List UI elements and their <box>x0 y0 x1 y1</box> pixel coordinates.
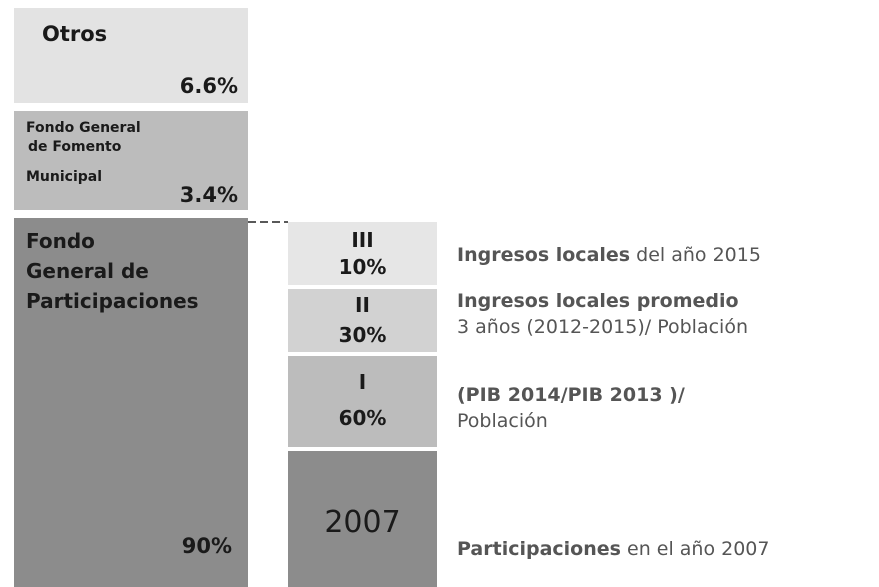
description: (PIB 2014/PIB 2013 )/ Población <box>457 382 685 434</box>
factor-block: 2007 <box>288 451 437 587</box>
block-label: Fondo <box>26 229 95 253</box>
block-value: 90% <box>181 534 232 558</box>
block-label: General de <box>26 259 149 283</box>
factor-label: 2007 <box>324 505 401 540</box>
otros-block: Otros 6.6% <box>14 8 248 103</box>
factor-block: II 30% <box>288 289 437 352</box>
block-label: Participaciones <box>26 289 199 313</box>
factor-value: 30% <box>338 323 387 347</box>
factor-label: I <box>358 370 367 394</box>
connector <box>248 221 288 223</box>
description-bold: Ingresos locales <box>457 244 631 266</box>
block-label: de Fomento <box>28 139 122 155</box>
factor-label: II <box>355 293 370 317</box>
block-label: Fondo General <box>26 120 141 136</box>
fomento-block: Fondo General de Fomento Municipal 3.4% <box>14 111 248 210</box>
description: Ingresos locales promedio 3 años (2012-2… <box>457 288 748 340</box>
factor-value: 10% <box>338 255 387 279</box>
factor-block: III 10% <box>288 222 437 285</box>
block-value: 3.4% <box>179 183 238 207</box>
description-text: Población <box>457 410 548 432</box>
description-bold: Participaciones <box>457 538 621 560</box>
description-bold: Ingresos locales promedio <box>457 290 739 312</box>
block-value: 6.6% <box>179 74 238 98</box>
description: Participaciones en el año 2007 <box>457 536 769 562</box>
factor-block: I 60% <box>288 356 437 447</box>
factor-label: III <box>351 228 374 252</box>
block-label: Otros <box>42 22 108 46</box>
participaciones-block: Fondo General de Participaciones 90% <box>14 218 248 587</box>
description: Ingresos locales del año 2015 <box>457 242 761 268</box>
description-bold: (PIB 2014/PIB 2013 )/ <box>457 384 685 406</box>
block-label: Municipal <box>26 169 103 185</box>
description-text: del año 2015 <box>636 244 761 266</box>
factor-value: 60% <box>338 406 387 430</box>
description-text: en el año 2007 <box>627 538 770 560</box>
description-text: 3 años (2012-2015)/ Población <box>457 316 748 338</box>
